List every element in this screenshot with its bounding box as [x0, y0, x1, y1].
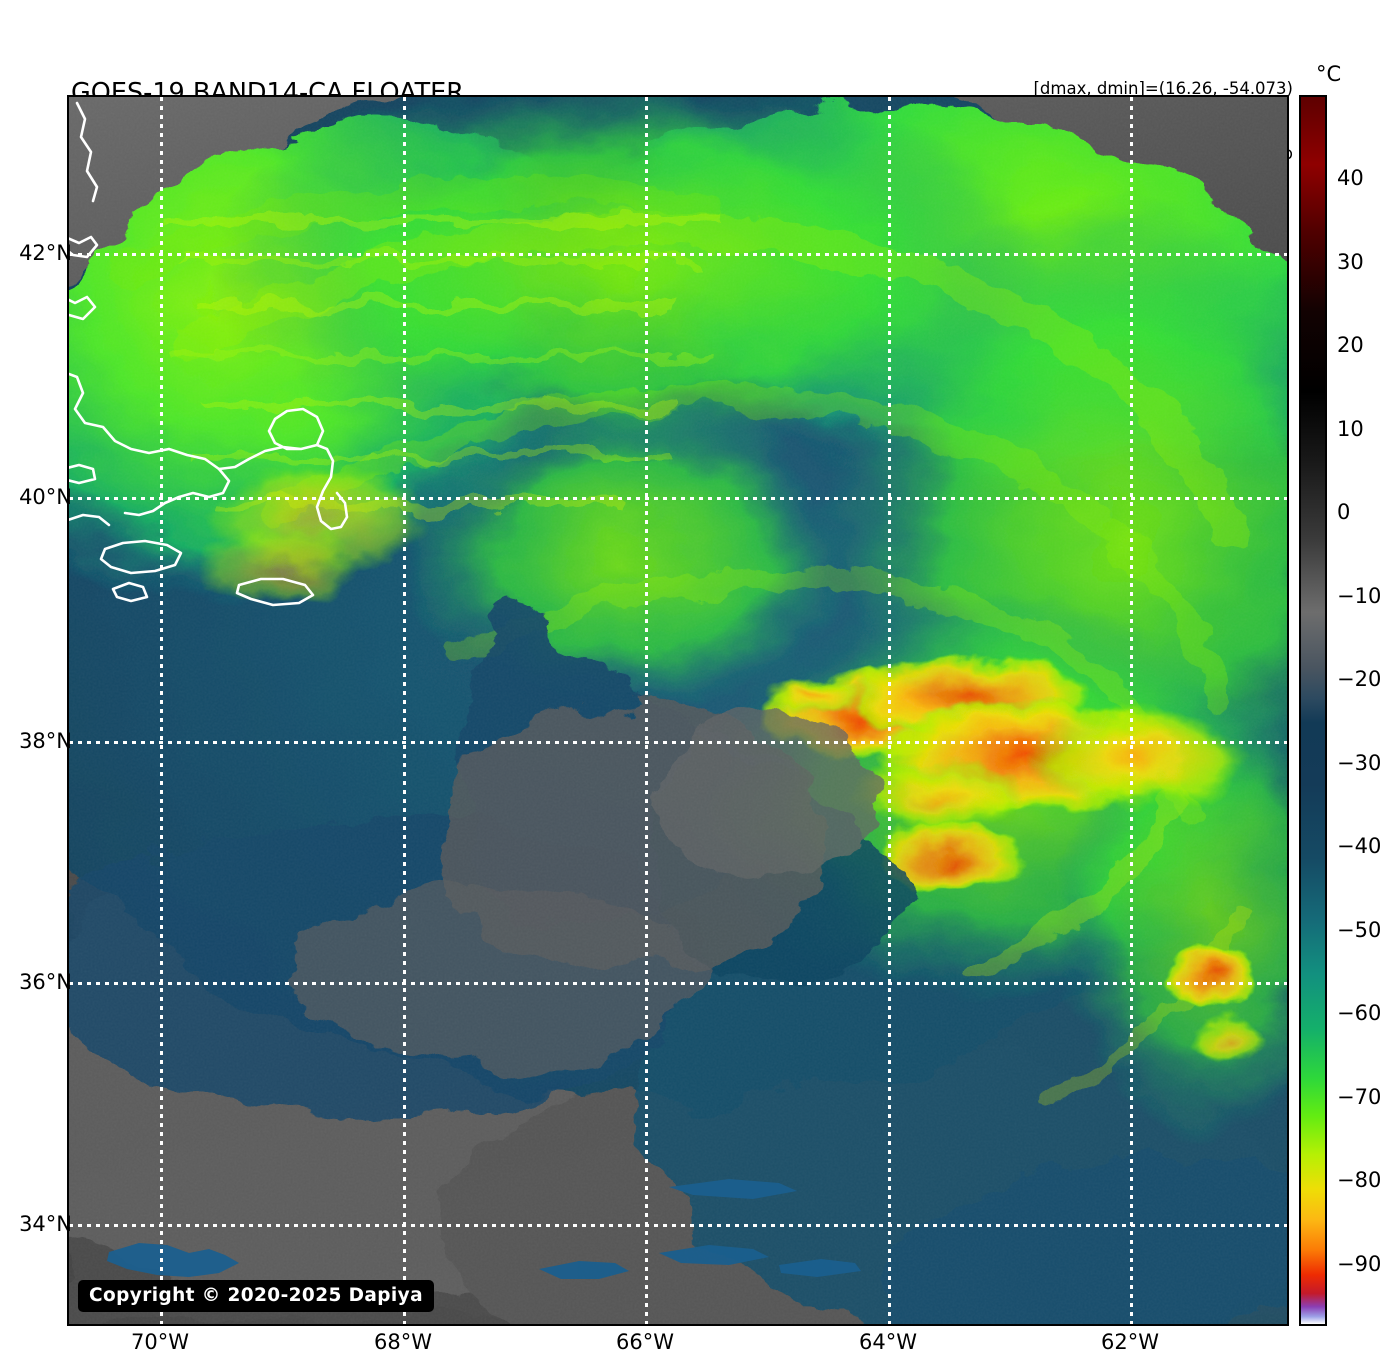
satellite-raster: [69, 97, 1287, 1324]
colorbar-tick-20: 20: [1337, 333, 1364, 358]
colorbar-gradient: [1301, 97, 1325, 1324]
y-tick-label-42N: 42°N: [19, 241, 72, 265]
colorbar-tick--60: −60: [1337, 1001, 1382, 1026]
x-tick-label-64W: 64°W: [859, 1330, 917, 1354]
copyright-watermark: Copyright © 2020-2025 Dapiya: [78, 1280, 434, 1312]
gridline-38N: [69, 741, 1287, 744]
colorbar-tick--80: −80: [1337, 1168, 1382, 1193]
gridline-42N: [69, 253, 1287, 256]
gridline-62W: [1130, 97, 1133, 1324]
colorbar-tick--10: −10: [1337, 583, 1382, 608]
x-tick-label-62W: 62°W: [1101, 1330, 1159, 1354]
gridline-70W: [160, 97, 163, 1324]
colorbar[interactable]: [1299, 95, 1327, 1326]
colorbar-tick--20: −20: [1337, 667, 1382, 692]
colorbar-tick--40: −40: [1337, 834, 1382, 859]
y-tick-label-34N: 34°N: [19, 1212, 72, 1236]
plot-inner: Copyright © 2020-2025 Dapiya: [69, 97, 1287, 1324]
gridline-36N: [69, 982, 1287, 985]
gridline-64W: [888, 97, 891, 1324]
colorbar-tick-30: 30: [1337, 249, 1364, 274]
gridline-66W: [645, 97, 648, 1324]
x-tick-label-70W: 70°W: [131, 1330, 189, 1354]
x-tick-label-68W: 68°W: [374, 1330, 432, 1354]
colorbar-tick-40: 40: [1337, 166, 1364, 191]
colorbar-tick--50: −50: [1337, 917, 1382, 942]
x-tick-label-66W: 66°W: [616, 1330, 674, 1354]
colorbar-tick--70: −70: [1337, 1084, 1382, 1109]
colorbar-tick--30: −30: [1337, 750, 1382, 775]
colorbar-tick-0: 0: [1337, 500, 1351, 525]
satellite-image-plot[interactable]: Copyright © 2020-2025 Dapiya: [67, 95, 1289, 1326]
page-title: GOES-19 BAND14-CA FLOATER: [71, 78, 464, 109]
colorbar-tick-10: 10: [1337, 416, 1364, 441]
y-tick-label-36N: 36°N: [19, 970, 72, 994]
gridline-40N: [69, 497, 1287, 500]
gridline-34N: [69, 1224, 1287, 1227]
coastline-overlay: [69, 101, 861, 1279]
colorbar-tick--90: −90: [1337, 1251, 1382, 1276]
dmax-dmin-label: [dmax, dmin]=(16.26, -54.073): [1033, 78, 1294, 98]
colorbar-unit-label: °C: [1316, 62, 1342, 86]
y-tick-label-38N: 38°N: [19, 729, 72, 753]
gridline-68W: [403, 97, 406, 1324]
y-tick-label-40N: 40°N: [19, 485, 72, 509]
